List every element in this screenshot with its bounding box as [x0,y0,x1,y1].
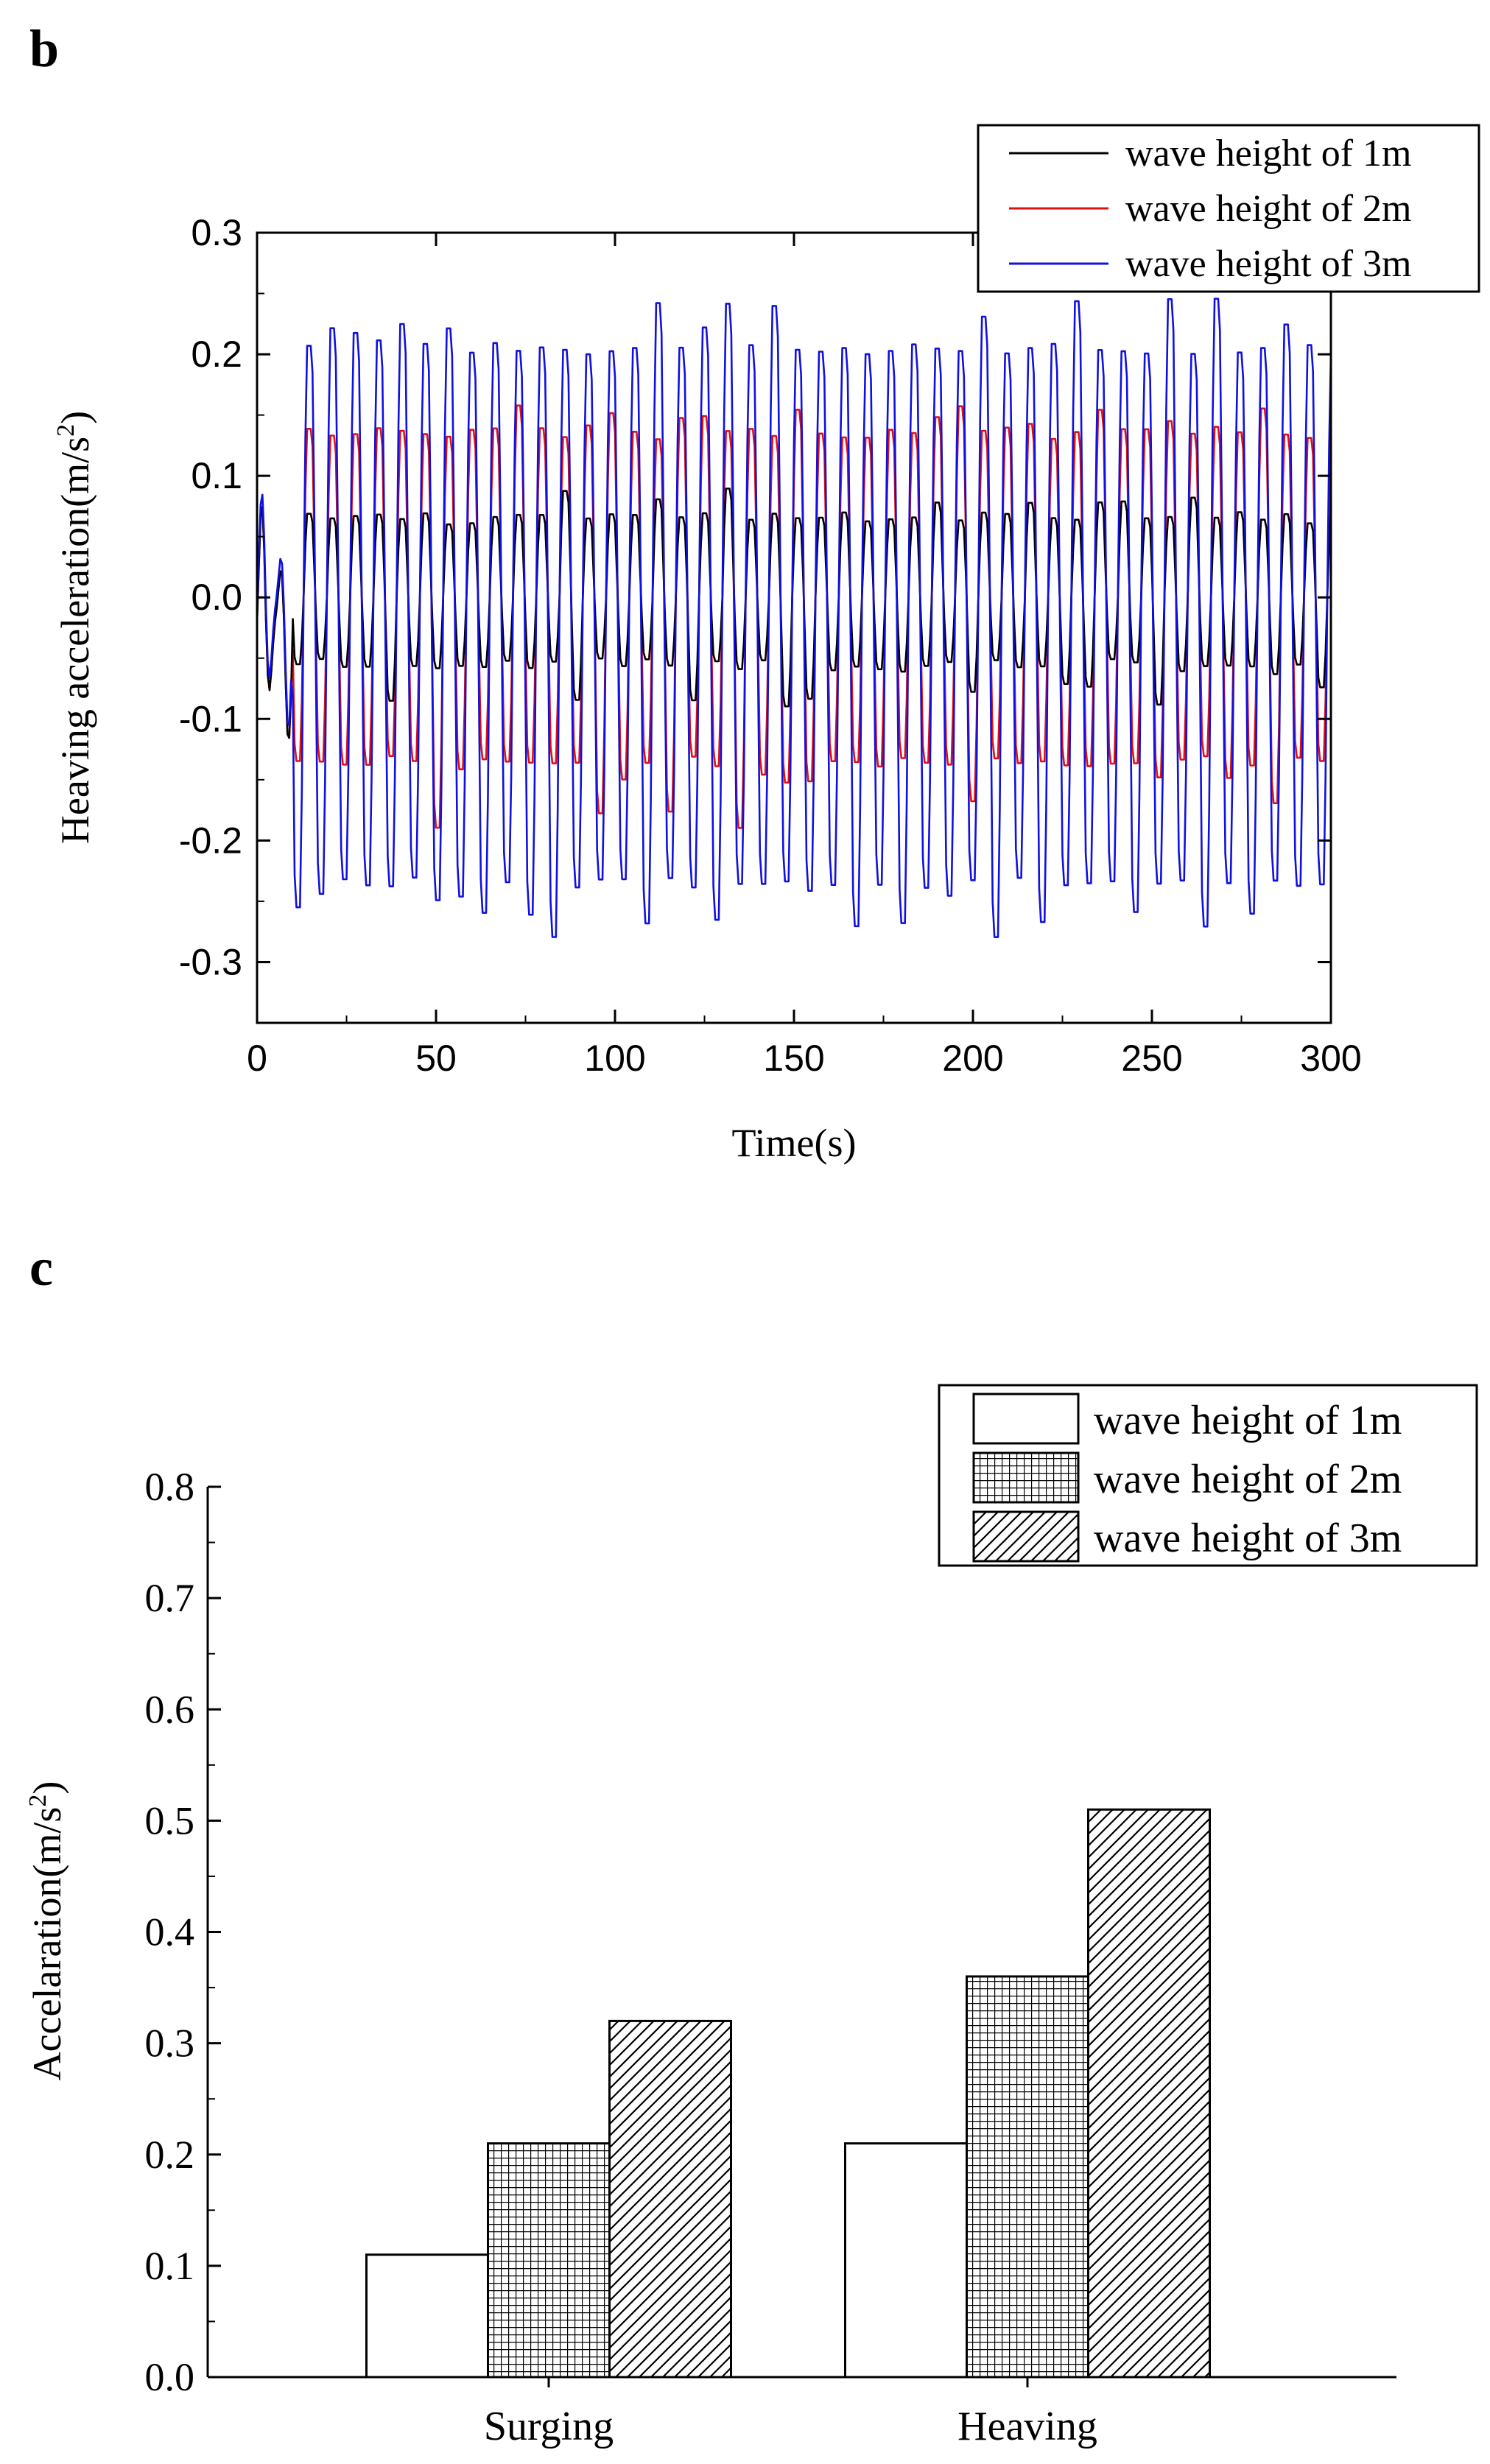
panel-c-axes [206,1487,1396,2379]
x-tick-label: 300 [1300,1038,1361,1079]
panel-c-axis-ticks: Surging Heaving 0.0 0.1 0.2 0.3 0.4 0.5 0.6 0.7 0.… [145,1465,1097,2449]
x-tick-label: 150 [763,1038,824,1079]
panel-c-bar-chart: c Surging Heaving 0.0 0.1 0.2 0.3 0.4 0.5 0.6 0.7… [24,1238,1478,2449]
series-line-3m [256,298,1332,938]
legend-swatch-hatch [972,1510,1080,1563]
legend-label-c-2m: wave height of 2m [1094,1457,1402,1502]
y-tick-label: 0.0 [145,2355,195,2399]
bar-heaving-2m [966,1975,1089,2379]
panel-b-line-chart: b 0 50 100 150 200 250 300 0.3 0.2 0.1 0.0 -0.1 -0.2… [29,19,1480,1165]
x-tick-label: 200 [942,1038,1003,1079]
x-tick-label: 0 [247,1038,267,1079]
y-tick-label: 0.6 [145,1687,195,1731]
y-tick-label: 0.4 [145,1910,195,1954]
y-tick-label: 0.1 [145,2244,195,2288]
bar-surging-2m [487,2142,611,2379]
legend-label-1m: wave height of 1m [1125,133,1411,175]
legend-label-c-1m: wave height of 1m [1094,1398,1402,1443]
y-tick-label: 0.0 [191,577,242,618]
legend-label-3m: wave height of 3m [1125,243,1411,285]
panel-b-x-axis-label: Time(s) [731,1121,856,1165]
x-tick-label: 250 [1121,1038,1182,1079]
category-label-surging: Surging [484,2404,614,2449]
y-tick-label: 0.3 [145,2021,195,2066]
panel-c-legend: wave height of 1m wave height of 2m wave… [938,1384,1478,1567]
bar-heaving-3m [1087,1808,1211,2379]
y-tick-label: -0.3 [179,941,242,982]
y-tick-label: 0.3 [191,212,242,253]
legend-label-c-3m: wave height of 3m [1094,1516,1402,1561]
bar-surging-1m [365,2253,489,2379]
x-tick-label: 100 [584,1038,645,1079]
panel-b-axis-ticks: 0 50 100 150 200 250 300 0.3 0.2 0.1 0.0 -0.1 -0.2 -0… [179,212,1362,1079]
y-tick-label: 0.1 [191,455,242,496]
panel-b-y-axis-label: Heaving acceleration(m/s2) [52,411,97,844]
panel-b-label: b [29,19,59,78]
x-tick-label: 50 [415,1038,457,1079]
legend-swatch-grid [972,1451,1080,1504]
y-tick-label: 0.8 [145,1465,195,1509]
y-tick-label: -0.2 [179,820,242,861]
y-tick-label: 0.2 [145,2133,195,2177]
y-tick-label: -0.1 [179,698,242,739]
y-tick-label: 0.2 [191,334,242,375]
legend-label-2m: wave height of 2m [1125,188,1411,230]
panel-b-series-group [256,298,1332,938]
bar-heaving-1m [844,2142,968,2379]
panel-c-bars-group [365,1808,1211,2379]
y-tick-label: 0.5 [145,1798,195,1842]
panel-c-y-axis-label: Accelaration(m/s2) [24,1781,69,2081]
bar-surging-3m [608,2019,732,2379]
y-tick-label: 0.7 [145,1576,195,1620]
category-label-heaving: Heaving [957,2404,1097,2449]
panel-c-label: c [29,1238,53,1297]
legend-swatch-empty [972,1393,1080,1445]
panel-b-legend: wave height of 1m wave height of 2m wave… [977,124,1480,293]
